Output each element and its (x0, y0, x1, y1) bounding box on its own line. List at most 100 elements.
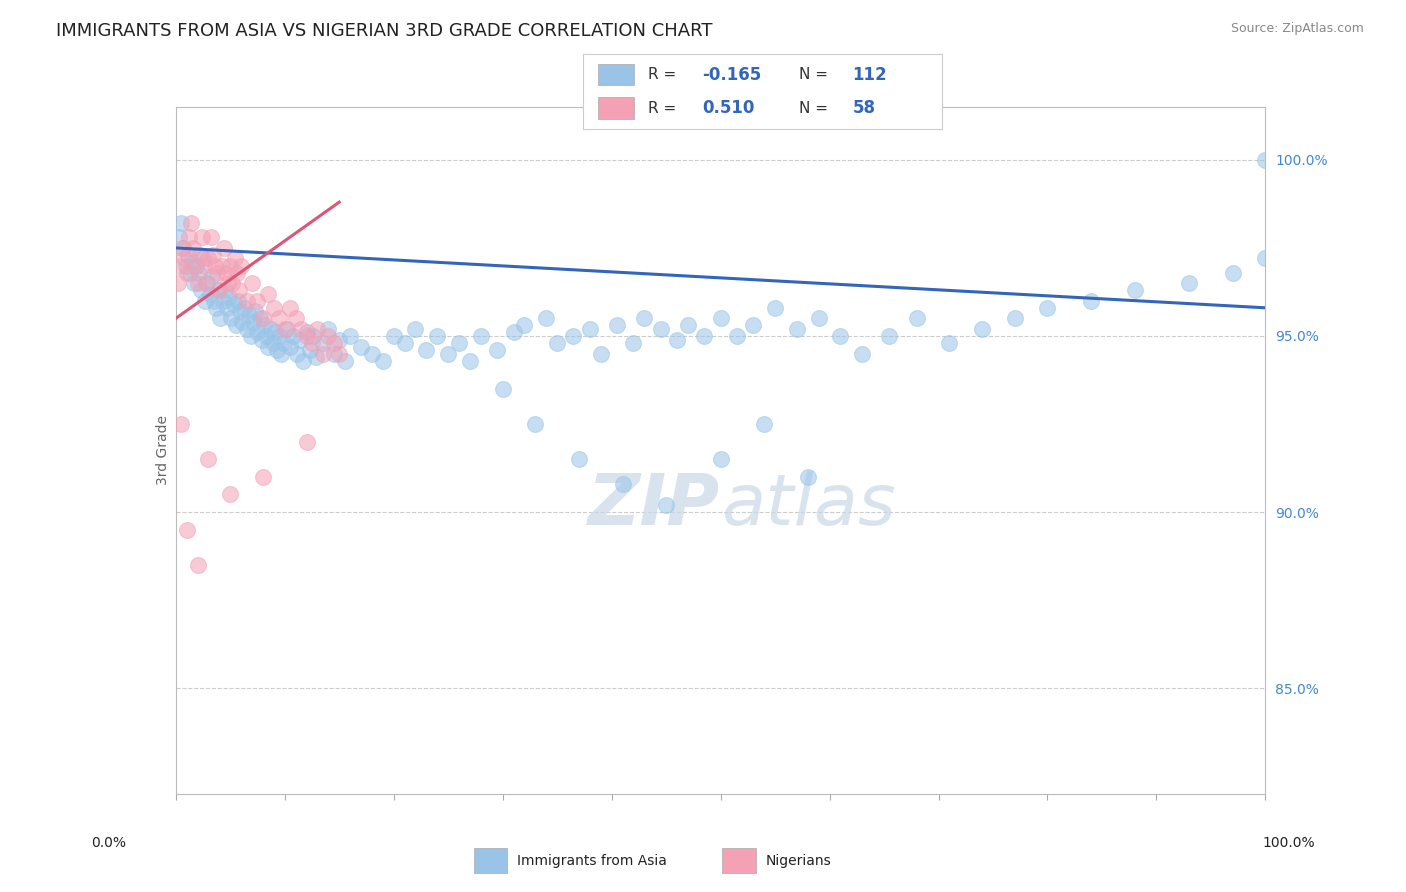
Point (301, 336, 323, 351)
Point (266, 343, 288, 357)
Point (305, 350, 328, 364)
Point (437, 346, 460, 360)
Point (1254, 153, 1277, 167)
Point (492, 382, 515, 396)
Point (562, 329, 585, 343)
Point (333, 353, 356, 368)
Point (447, 336, 470, 351)
Point (180, 216, 202, 230)
Point (298, 343, 321, 357)
Point (1036, 301, 1059, 315)
Point (221, 276, 243, 290)
Text: 100.0%: 100.0% (1263, 836, 1315, 850)
Point (187, 266, 209, 280)
Point (938, 336, 960, 351)
Point (278, 301, 301, 315)
Point (972, 322, 994, 336)
Point (534, 311, 557, 326)
Point (1222, 266, 1244, 280)
Point (361, 346, 384, 360)
Point (225, 318, 247, 333)
Point (173, 252, 195, 266)
Point (181, 241, 204, 255)
Point (198, 286, 221, 301)
Point (190, 283, 212, 297)
Point (172, 241, 194, 255)
Point (458, 353, 481, 368)
Point (224, 252, 246, 266)
Point (264, 326, 287, 340)
Point (742, 318, 765, 333)
Text: IMMIGRANTS FROM ASIA VS NIGERIAN 3RD GRADE CORRELATION CHART: IMMIGRANTS FROM ASIA VS NIGERIAN 3RD GRA… (56, 22, 713, 40)
Point (339, 329, 361, 343)
Point (270, 346, 292, 360)
Point (219, 259, 242, 273)
Point (725, 329, 748, 343)
Point (262, 336, 284, 351)
Point (205, 301, 228, 315)
Point (1004, 311, 1026, 326)
Point (222, 297, 245, 311)
Point (229, 304, 252, 318)
Point (217, 276, 239, 290)
Point (259, 322, 281, 336)
Point (302, 329, 325, 343)
Text: -0.165: -0.165 (702, 66, 761, 84)
Point (851, 346, 873, 360)
Point (212, 241, 235, 255)
Point (322, 346, 344, 360)
Point (589, 346, 612, 360)
Point (257, 340, 280, 354)
Point (219, 487, 242, 501)
Point (186, 259, 208, 273)
Point (209, 311, 232, 326)
Text: Immigrants from Asia: Immigrants from Asia (516, 854, 666, 868)
Point (174, 259, 197, 273)
Point (394, 336, 416, 351)
Point (197, 452, 219, 467)
Text: R =: R = (648, 101, 681, 116)
Point (754, 417, 776, 431)
FancyBboxPatch shape (598, 64, 634, 86)
Point (797, 470, 820, 484)
Point (312, 336, 335, 351)
Point (710, 452, 733, 467)
Point (274, 322, 297, 336)
Point (830, 329, 852, 343)
Point (568, 452, 591, 467)
Point (676, 318, 699, 333)
Point (226, 293, 249, 308)
Point (170, 216, 193, 230)
Text: N =: N = (799, 101, 832, 116)
Point (240, 276, 263, 290)
Point (278, 340, 301, 354)
Point (307, 322, 329, 336)
Point (200, 230, 222, 244)
Point (350, 340, 373, 354)
Point (188, 248, 211, 262)
Point (221, 311, 243, 326)
Text: 112: 112 (852, 66, 887, 84)
Point (246, 293, 269, 308)
Point (197, 252, 219, 266)
Text: R =: R = (648, 67, 681, 82)
Point (186, 276, 209, 290)
Point (253, 318, 276, 333)
Point (276, 322, 298, 336)
Point (218, 290, 240, 304)
Point (176, 266, 198, 280)
Point (184, 259, 207, 273)
Point (186, 558, 209, 572)
Point (666, 333, 689, 347)
Point (215, 266, 238, 280)
Point (195, 276, 218, 290)
Point (167, 230, 190, 244)
Point (312, 346, 335, 360)
Point (207, 283, 229, 297)
Point (202, 293, 225, 308)
Point (167, 276, 190, 290)
Point (231, 259, 253, 273)
Point (470, 329, 492, 343)
Point (252, 470, 274, 484)
Point (250, 333, 273, 347)
